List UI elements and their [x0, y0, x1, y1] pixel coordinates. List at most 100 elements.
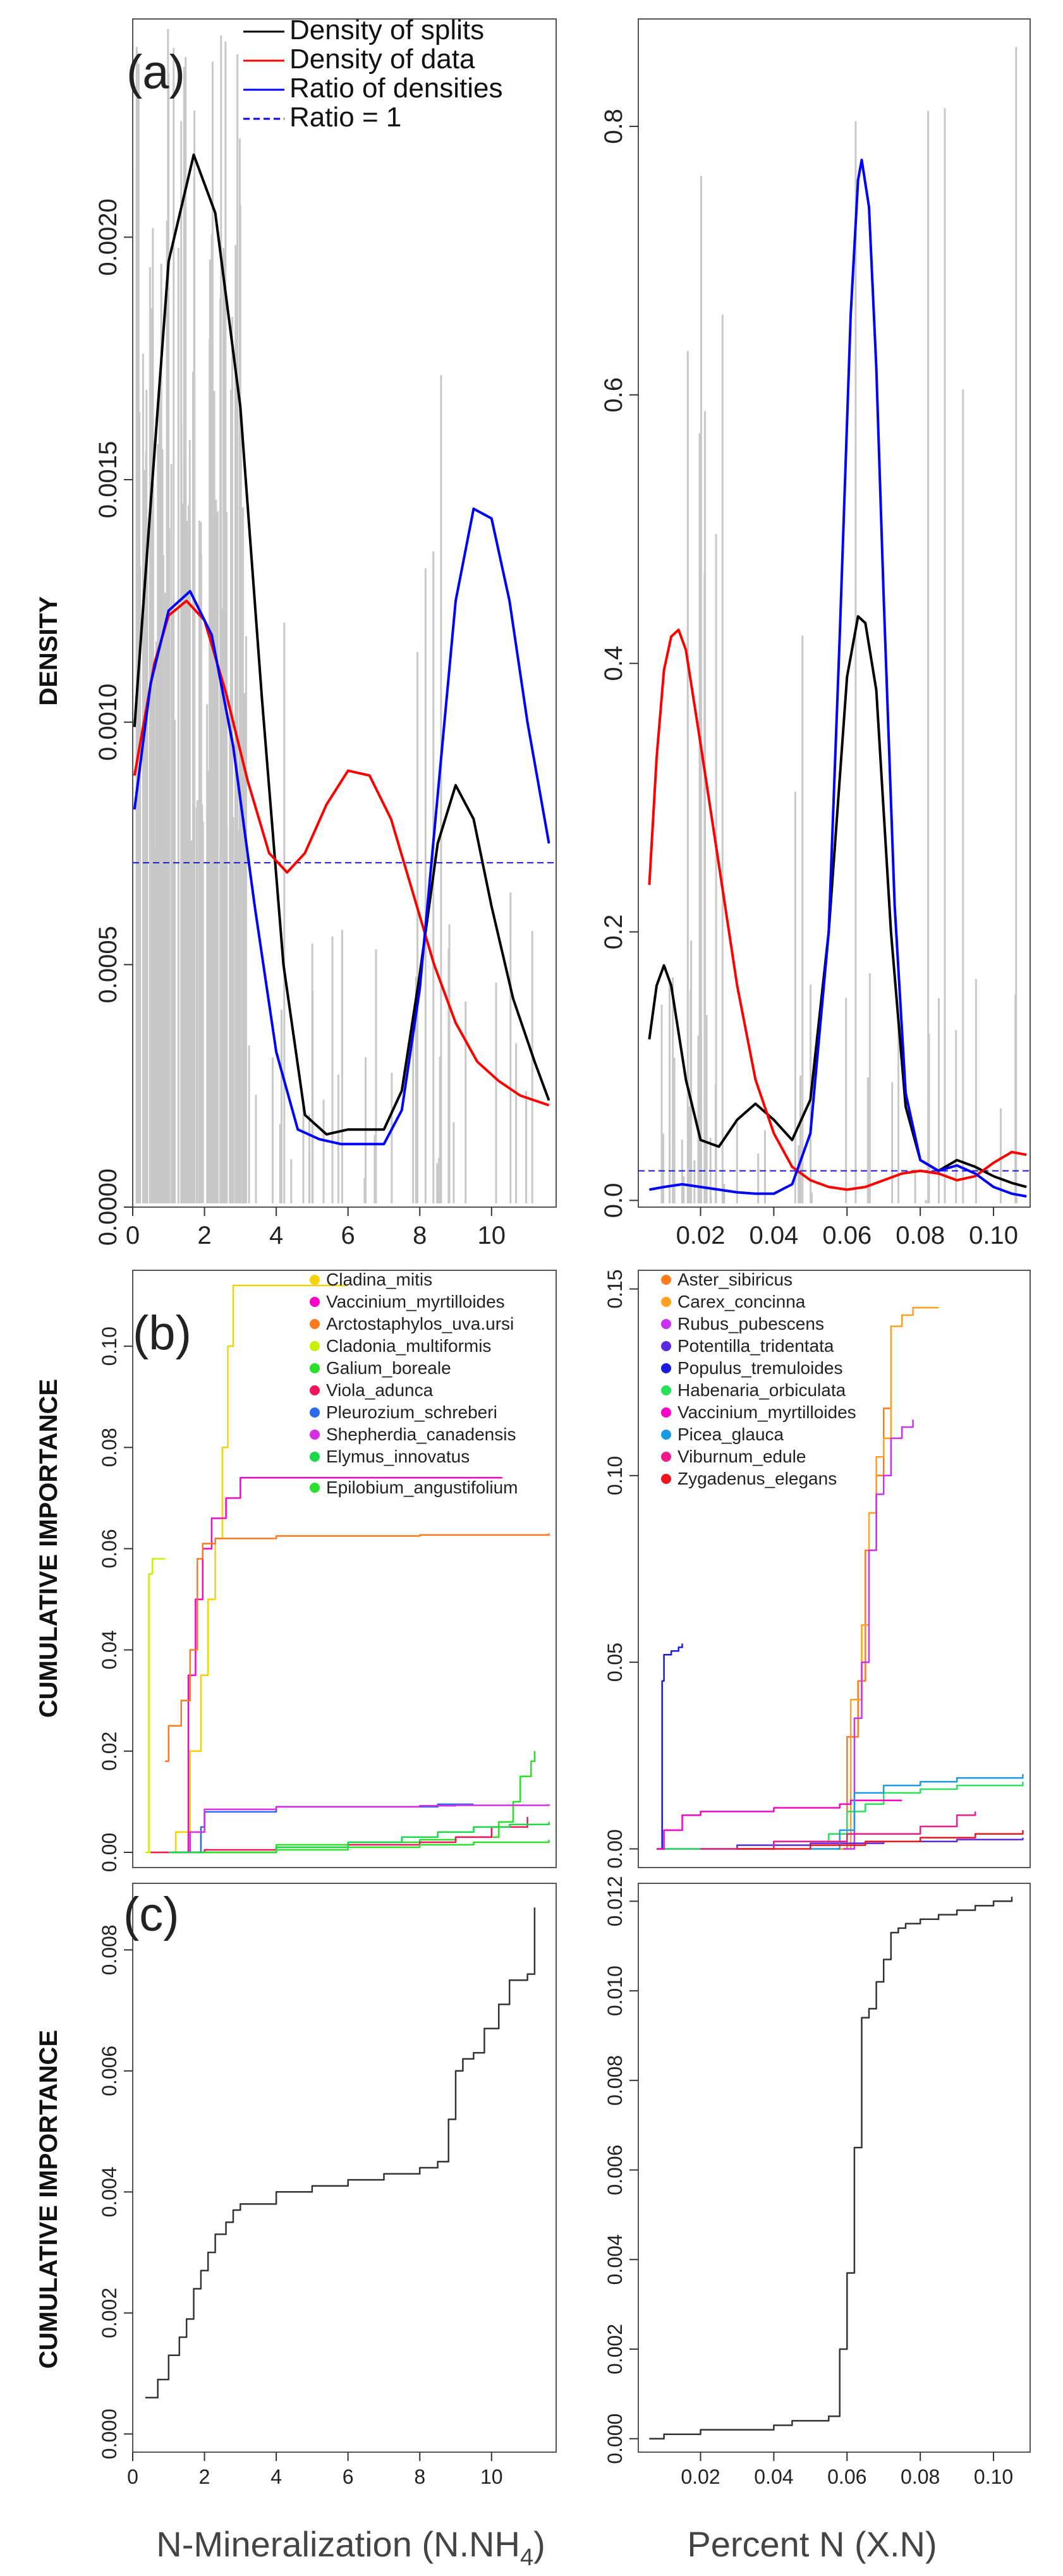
series-density-of-data	[648, 628, 1027, 1191]
legend: Aster_sibiricus Carex_concinna Rubus_pubes…	[661, 1270, 856, 1488]
series-density-of-splits	[648, 615, 1027, 1189]
y-tick-label: 0.0010	[94, 683, 122, 760]
plot-frame	[132, 1883, 557, 2453]
legend-swatch	[310, 1297, 320, 1307]
legend-swatch	[661, 1275, 671, 1285]
row-label-a: (a)	[126, 46, 185, 99]
y-tick-label: 0.08	[98, 1428, 121, 1467]
x-tick-label: 0.02	[681, 2465, 720, 2488]
legend-label: Aster_sibiricus	[677, 1270, 793, 1289]
series-potentilla-tridentata	[657, 1837, 1024, 1850]
panel-c-left: 0.000 0.002 0.004 0.006 0.008 0 2 4 6 8 10	[98, 1883, 557, 2488]
legend-label: Potentilla_tridentata	[677, 1336, 834, 1356]
x-tick-label: 2	[197, 1222, 211, 1249]
x-tick-label: 0.10	[974, 2465, 1013, 2488]
x-tick-label: 10	[480, 2465, 503, 2488]
panel-b-left: 0.00 0.02 0.04 0.06 0.08 0.10 Cladina_mitis Vac…	[98, 1270, 557, 1872]
x-tick-label: 6	[343, 2465, 354, 2488]
legend-swatch	[661, 1363, 671, 1373]
legend-label: Cladina_mitis	[326, 1270, 432, 1289]
legend-label: Vaccinium_myrtilloides	[326, 1292, 505, 1311]
split-bars	[135, 28, 533, 1203]
y-tick-label: 0.02	[98, 1732, 121, 1771]
y-tick-label: 0.004	[98, 2166, 121, 2217]
legend-label: Density of data	[289, 44, 475, 75]
y-tick-label: 0.004	[604, 2234, 626, 2285]
x-tick-label: 4	[269, 1222, 283, 1249]
plot-frame	[638, 18, 1031, 1208]
y-tick-label: 0.008	[604, 2055, 626, 2106]
legend-swatch	[661, 1319, 671, 1329]
x-tick-label: 0	[126, 1222, 140, 1249]
legend-label: Elymus_innovatus	[326, 1447, 470, 1466]
y-tick-label: 0.002	[98, 2288, 121, 2338]
series-cladonia-multiformis	[145, 1558, 166, 1854]
legend-label: Viola_adunca	[326, 1380, 434, 1400]
y-tick-label: 0.00	[98, 1833, 121, 1872]
y-tick-label: 0.10	[604, 1456, 626, 1495]
series-density-of-splits	[133, 153, 550, 1136]
legend-label: Galium_boreale	[326, 1358, 451, 1378]
legend: Cladina_mitis Vaccinium_myrtilloides Arcto…	[310, 1270, 518, 1497]
series-vaccinium-myrtilloides	[179, 1477, 502, 1854]
legend-label: Vaccinium_myrtilloides	[677, 1402, 856, 1422]
y-tick-label: 0.4	[600, 646, 628, 681]
legend-swatch	[310, 1363, 320, 1373]
y-tick-label: 0.012	[604, 1876, 626, 1926]
x-tick-label: 0.06	[827, 2465, 866, 2488]
x-tick-label: 4	[270, 2465, 282, 2488]
x-tick-label: 0.10	[969, 1222, 1018, 1249]
x-tick-label: 10	[478, 1222, 506, 1249]
series-ratio-of-densities	[133, 507, 550, 1146]
legend-label: Zygadenus_elegans	[677, 1469, 837, 1488]
series-epilobium-angustifolium	[204, 1840, 550, 1854]
legend-label: Rubus_pubescens	[677, 1314, 824, 1334]
legend-swatch	[661, 1430, 671, 1440]
series-populus-tremuloides	[660, 1643, 683, 1850]
legend-swatch	[661, 1452, 671, 1462]
x-axis-title-left: N-Mineralization (N.NH4)	[156, 2524, 545, 2571]
legend-label: Ratio = 1	[289, 102, 401, 133]
y-axis-title-cumulative-c: CUMULATIVE IMPORTANCE	[35, 2030, 63, 2369]
legend-label: Picea_glauca	[677, 1425, 784, 1444]
x-tick-label: 0.04	[754, 2465, 793, 2488]
y-tick-label: 0.15	[604, 1269, 626, 1308]
series-cumulative-importance	[145, 1907, 536, 2399]
x-tick-label: 0.08	[896, 1222, 945, 1249]
y-tick-label: 0.0	[600, 1183, 628, 1218]
x-tick-label: 8	[414, 2465, 425, 2488]
legend-swatch	[310, 1483, 320, 1493]
y-tick-label: 0.04	[98, 1630, 121, 1669]
row-label-c: (c)	[123, 1888, 179, 1941]
y-tick-label: 0.000	[604, 2414, 626, 2464]
legend-label: Density of splits	[289, 15, 484, 46]
x-tick-label: 6	[341, 1222, 355, 1249]
row-label-b: (b)	[133, 1306, 191, 1360]
panel-b-right: 0.00 0.05 0.10 0.15 Aster_sibiricus Carex_con…	[604, 1269, 1031, 1869]
x-tick-label: 0.04	[749, 1222, 798, 1249]
legend-swatch	[661, 1385, 671, 1395]
legend-swatch	[661, 1341, 671, 1351]
x-tick-label: 2	[199, 2465, 210, 2488]
series-arctostaphylos-uva-ursi	[165, 1533, 550, 1763]
legend-label: Ratio of densities	[289, 73, 503, 104]
panel-a-left: 0.0000 0.0005 0.0010 0.0015 0.0020 0 2 4 6 8 10 Den…	[94, 15, 557, 1249]
y-tick-label: 0.0020	[94, 198, 122, 276]
y-tick-label: 0.0005	[94, 926, 122, 1003]
x-tick-label: 0	[127, 2465, 138, 2488]
panel-a-right: 0.0 0.2 0.4 0.6 0.8 0.02 0.04 0.06 0.08 0.10	[600, 18, 1031, 1249]
series-rubus-pubescens	[843, 1419, 914, 1850]
y-tick-label: 0.06	[98, 1529, 121, 1568]
plot-frame	[132, 18, 557, 1208]
legend-swatch	[661, 1474, 671, 1484]
legend-swatch	[310, 1341, 320, 1351]
series-ratio-of-densities	[649, 159, 1027, 1198]
y-tick-label: 0.006	[98, 2046, 121, 2096]
legend-label: Cladonia_multiformis	[326, 1336, 491, 1356]
y-tick-label: 0.006	[604, 2145, 626, 2196]
series-picea-glauca	[810, 1774, 1024, 1850]
y-tick-label: 0.05	[604, 1643, 626, 1682]
legend-swatch	[661, 1297, 671, 1307]
